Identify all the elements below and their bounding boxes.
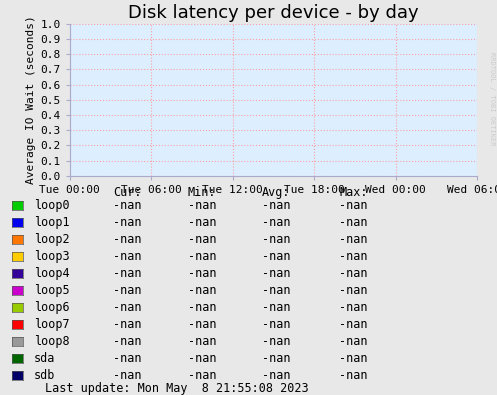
Title: Disk latency per device - by day: Disk latency per device - by day xyxy=(128,4,418,22)
Text: -nan: -nan xyxy=(262,335,291,348)
Text: -nan: -nan xyxy=(188,216,216,229)
Text: -nan: -nan xyxy=(262,369,291,382)
Text: loop2: loop2 xyxy=(34,233,70,246)
Text: -nan: -nan xyxy=(113,318,142,331)
Text: RRDTOOL / TOBI OETIKER: RRDTOOL / TOBI OETIKER xyxy=(489,52,495,145)
Text: -nan: -nan xyxy=(339,284,368,297)
Text: -nan: -nan xyxy=(339,233,368,246)
Text: loop4: loop4 xyxy=(34,267,70,280)
Text: loop3: loop3 xyxy=(34,250,70,263)
Text: -nan: -nan xyxy=(339,250,368,263)
Text: Max:: Max: xyxy=(339,186,368,199)
Text: -nan: -nan xyxy=(339,352,368,365)
Text: loop7: loop7 xyxy=(34,318,70,331)
Text: -nan: -nan xyxy=(188,301,216,314)
Text: loop8: loop8 xyxy=(34,335,70,348)
Text: -nan: -nan xyxy=(262,216,291,229)
Text: -nan: -nan xyxy=(339,301,368,314)
Text: -nan: -nan xyxy=(113,250,142,263)
Text: -nan: -nan xyxy=(339,318,368,331)
Text: -nan: -nan xyxy=(188,284,216,297)
Text: -nan: -nan xyxy=(113,301,142,314)
Text: -nan: -nan xyxy=(188,267,216,280)
Text: -nan: -nan xyxy=(113,284,142,297)
Text: -nan: -nan xyxy=(262,199,291,212)
Text: Min:: Min: xyxy=(188,186,216,199)
Text: -nan: -nan xyxy=(262,284,291,297)
Text: -nan: -nan xyxy=(339,267,368,280)
Text: Last update: Mon May  8 21:55:08 2023: Last update: Mon May 8 21:55:08 2023 xyxy=(45,382,308,395)
Text: -nan: -nan xyxy=(262,267,291,280)
Text: -nan: -nan xyxy=(188,335,216,348)
Text: loop5: loop5 xyxy=(34,284,70,297)
Text: sdb: sdb xyxy=(34,369,55,382)
Text: loop0: loop0 xyxy=(34,199,70,212)
Text: -nan: -nan xyxy=(113,335,142,348)
Text: -nan: -nan xyxy=(188,369,216,382)
Text: -nan: -nan xyxy=(188,233,216,246)
Text: -nan: -nan xyxy=(262,318,291,331)
Text: -nan: -nan xyxy=(113,352,142,365)
Text: Cur:: Cur: xyxy=(113,186,142,199)
Text: -nan: -nan xyxy=(113,233,142,246)
Text: -nan: -nan xyxy=(262,233,291,246)
Text: -nan: -nan xyxy=(262,250,291,263)
Text: -nan: -nan xyxy=(113,216,142,229)
Text: -nan: -nan xyxy=(262,352,291,365)
Text: -nan: -nan xyxy=(339,216,368,229)
Text: loop1: loop1 xyxy=(34,216,70,229)
Text: sda: sda xyxy=(34,352,55,365)
Text: -nan: -nan xyxy=(188,250,216,263)
Text: -nan: -nan xyxy=(113,267,142,280)
Text: -nan: -nan xyxy=(188,199,216,212)
Text: -nan: -nan xyxy=(113,199,142,212)
Text: Avg:: Avg: xyxy=(262,186,291,199)
Text: -nan: -nan xyxy=(339,335,368,348)
Text: -nan: -nan xyxy=(339,369,368,382)
Y-axis label: Average IO Wait (seconds): Average IO Wait (seconds) xyxy=(26,15,36,184)
Text: -nan: -nan xyxy=(188,318,216,331)
Text: -nan: -nan xyxy=(113,369,142,382)
Text: -nan: -nan xyxy=(339,199,368,212)
Text: -nan: -nan xyxy=(262,301,291,314)
Text: -nan: -nan xyxy=(188,352,216,365)
Text: loop6: loop6 xyxy=(34,301,70,314)
